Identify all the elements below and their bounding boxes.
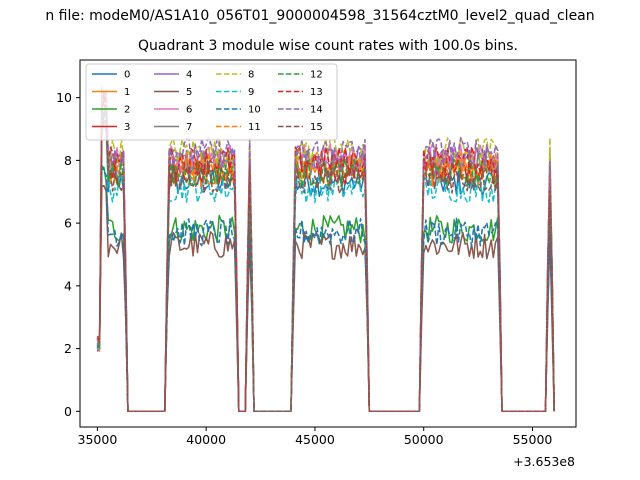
series-line-14 [96,92,555,413]
plot-area: 35000 40000 45000 50000 55000024681001234567… [56,59,577,447]
legend-label-5: 5 [186,87,192,98]
legend-label-8: 8 [248,70,254,81]
legend-label-15: 15 [310,122,323,133]
legend-label-14: 14 [310,105,323,116]
series-line-12 [96,105,555,413]
y-tick-label: 8 [64,153,72,168]
legend-label-11: 11 [248,122,261,133]
legend-label-7: 7 [186,122,192,133]
series-line-10 [96,164,555,413]
axes-frame [79,59,577,428]
y-tick-label: 4 [64,278,72,293]
legend-label-12: 12 [310,70,323,81]
series-line-5 [96,184,555,413]
y-tick-label: 10 [56,90,72,105]
y-tick-label: 0 [64,404,72,419]
series-line-15 [96,121,555,413]
legend-label-0: 0 [124,70,130,81]
legend-label-4: 4 [186,70,192,81]
legend-label-13: 13 [310,87,323,98]
x-tick-label: 50000 [404,432,444,447]
legend-label-3: 3 [124,122,130,133]
figure-suptitle: n file: modeM0/AS1A10_056T01_9000004598_… [45,8,594,24]
x-tick-label: 45000 [295,432,335,447]
legend-label-2: 2 [124,105,130,116]
y-tick-label: 2 [64,341,72,356]
chart-title: Quadrant 3 module wise count rates with … [138,38,518,54]
legend-label-10: 10 [248,105,261,116]
series-lines [96,85,555,413]
legend-label-1: 1 [124,87,130,98]
y-tick-label: 6 [64,216,72,231]
series-line-2 [96,166,555,413]
x-axis-offset-label: +3.653e8 [513,454,575,469]
legend-label-9: 9 [248,87,254,98]
x-tick-label: 55000 [513,432,553,447]
x-tick-label: 35000 [78,432,118,447]
legend-box [85,63,338,141]
series-line-8 [96,85,555,413]
x-tick-label: 40000 [186,432,226,447]
legend-label-6: 6 [186,105,192,116]
